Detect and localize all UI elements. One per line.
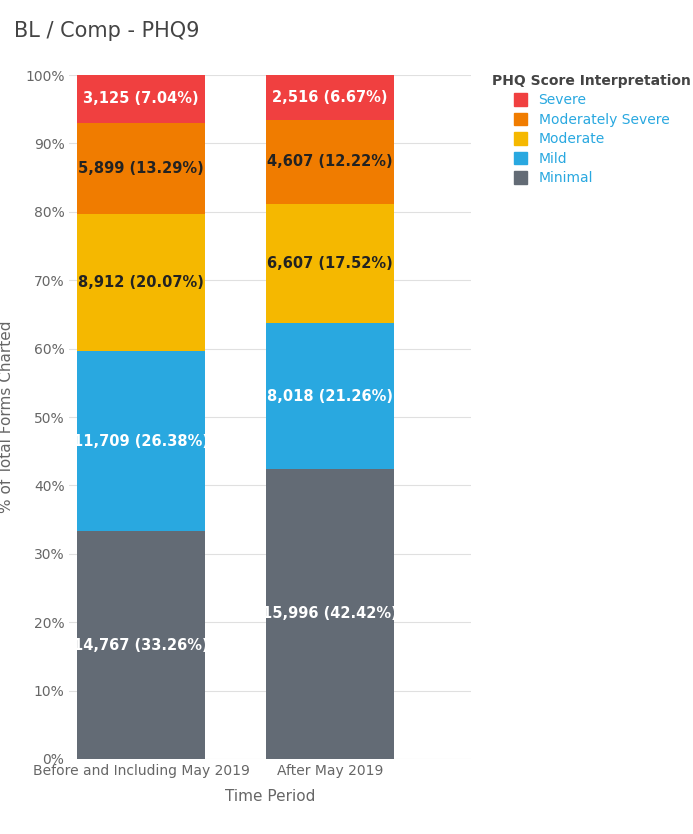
Text: 4,607 (12.22%): 4,607 (12.22%)	[267, 154, 392, 169]
Legend: Severe, Moderately Severe, Moderate, Mild, Minimal: Severe, Moderately Severe, Moderate, Mil…	[492, 73, 691, 185]
Bar	[77, 351, 205, 531]
Text: 8,912 (20.07%): 8,912 (20.07%)	[78, 275, 204, 290]
Text: 11,709 (26.38%): 11,709 (26.38%)	[73, 434, 209, 449]
Bar	[265, 324, 394, 469]
Text: BL / Comp - PHQ9: BL / Comp - PHQ9	[14, 21, 200, 41]
Text: 6,607 (17.52%): 6,607 (17.52%)	[267, 256, 393, 271]
Text: 15,996 (42.42%): 15,996 (42.42%)	[262, 606, 398, 621]
Text: 2,516 (6.67%): 2,516 (6.67%)	[272, 90, 387, 105]
Text: 14,767 (33.26%): 14,767 (33.26%)	[73, 638, 209, 653]
Text: 5,899 (13.29%): 5,899 (13.29%)	[78, 161, 204, 176]
Bar	[265, 203, 394, 324]
Bar	[265, 74, 394, 120]
X-axis label: Time Period: Time Period	[225, 789, 315, 804]
Bar	[265, 469, 394, 759]
Bar	[265, 120, 394, 203]
Text: 8,018 (21.26%): 8,018 (21.26%)	[267, 389, 393, 404]
Bar	[77, 531, 205, 759]
Bar	[77, 214, 205, 351]
Bar	[77, 75, 205, 123]
Text: 3,125 (7.04%): 3,125 (7.04%)	[83, 92, 199, 107]
Bar	[77, 123, 205, 214]
Y-axis label: % of Total Forms Charted: % of Total Forms Charted	[0, 321, 14, 513]
